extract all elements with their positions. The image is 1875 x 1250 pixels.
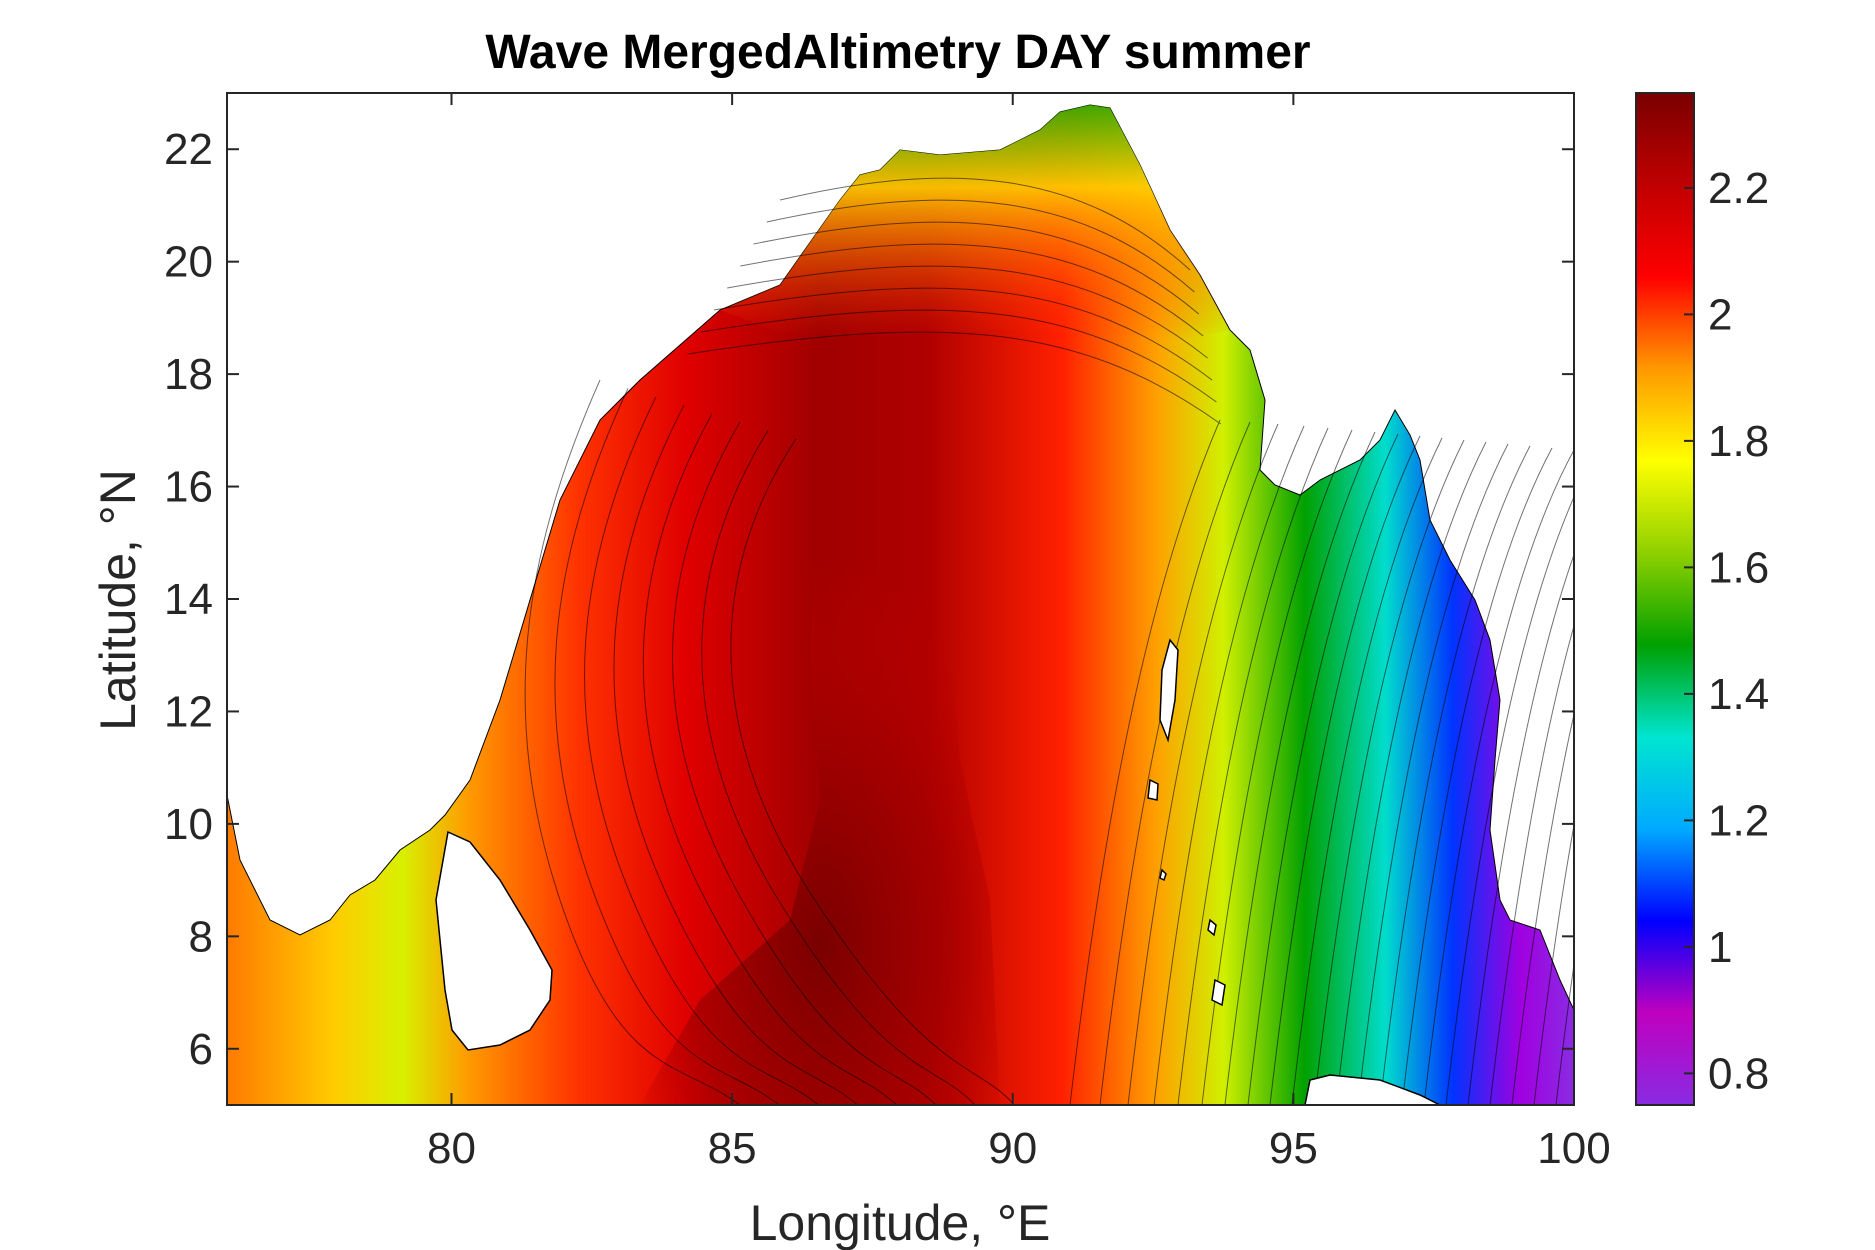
colorbar-tick-label: 1.8 (1708, 417, 1769, 466)
colorbar-tick-label: 0.8 (1708, 1049, 1769, 1098)
x-tick-label: 100 (1537, 1124, 1610, 1173)
contour-line (1127, 423, 1279, 1105)
x-axis-label: Longitude, °E (750, 1195, 1051, 1250)
y-axis-ticks: 6 8 10 12 14 16 18 20 22 (164, 125, 1574, 1074)
contour-line (613, 404, 858, 1105)
colorbar-tick-label: 1 (1708, 923, 1732, 972)
contour-line (766, 199, 1195, 293)
y-tick-label: 14 (164, 575, 213, 624)
contour-line (554, 388, 780, 1105)
y-tick-label: 6 (189, 1025, 213, 1074)
contour-line (740, 243, 1204, 337)
northern-band (720, 105, 1230, 340)
y-tick-label: 20 (164, 238, 213, 287)
contour-line (1069, 419, 1221, 1105)
contour-line (1153, 425, 1305, 1105)
contour-line (1379, 445, 1531, 1105)
contour-line (727, 265, 1208, 359)
colorbar-tick-label: 1.2 (1708, 796, 1769, 845)
colorbar (1635, 92, 1695, 1106)
contour-line (672, 421, 937, 1105)
y-tick-label: 8 (189, 912, 213, 961)
colorbar-tick-label: 1.6 (1708, 543, 1769, 592)
x-tick-label: 95 (1269, 1124, 1318, 1173)
contour-line (524, 379, 741, 1105)
y-tick-label: 16 (164, 463, 213, 512)
contour-line (1467, 553, 1574, 1105)
colorbar-tick-label: 2 (1708, 290, 1732, 339)
map-plot-area (227, 104, 1574, 1105)
contour-line (1489, 623, 1574, 1105)
y-axis-label: Latitude, °N (90, 469, 146, 731)
contour-line (700, 309, 1217, 403)
contour-line (713, 287, 1213, 381)
contour-line (1201, 429, 1353, 1105)
andaman-islands (1147, 638, 1226, 1007)
y-tick-label: 22 (164, 125, 213, 174)
sri-lanka-landmass (435, 830, 553, 1051)
contour-line (687, 331, 1222, 425)
x-tick-label: 85 (708, 1124, 757, 1173)
x-tick-label: 90 (988, 1124, 1037, 1173)
contour-line (584, 396, 819, 1105)
x-tick-label: 80 (427, 1124, 476, 1173)
high-wave-core (640, 460, 1000, 1105)
chart-title: Wave MergedAltimetry DAY summer (485, 26, 1310, 79)
contour-line (753, 221, 1200, 315)
y-tick-label: 12 (164, 687, 213, 736)
contour-line (1335, 441, 1487, 1105)
contour-line (1423, 449, 1574, 1105)
contour-line (1313, 439, 1465, 1105)
contour-line (1224, 431, 1376, 1105)
contour-line (730, 438, 1015, 1105)
x-axis-ticks: 80 85 90 95 100 (427, 93, 1611, 1173)
contour-line (1533, 822, 1574, 1105)
contour-line (642, 413, 898, 1105)
contour-line (1291, 437, 1443, 1105)
contour-line (1445, 495, 1574, 1105)
contour-line (779, 177, 1191, 271)
sumatra-landmass (1304, 1074, 1441, 1105)
contour-line (1511, 712, 1574, 1105)
contour-line (701, 430, 976, 1105)
contour-line (1401, 447, 1553, 1105)
colorbar-ticks: 0.8 1 1.2 1.4 1.6 1.8 2 2.2 (1684, 164, 1769, 1098)
y-tick-label: 18 (164, 350, 213, 399)
contour-line (1269, 435, 1421, 1105)
contour-lines (524, 177, 1574, 1105)
contour-line (1177, 427, 1329, 1105)
contour-line (1247, 433, 1399, 1105)
contour-line (1357, 443, 1509, 1105)
colorbar-tick-label: 1.4 (1708, 670, 1769, 719)
colorbar-tick-label: 2.2 (1708, 164, 1769, 213)
y-tick-label: 10 (164, 800, 213, 849)
